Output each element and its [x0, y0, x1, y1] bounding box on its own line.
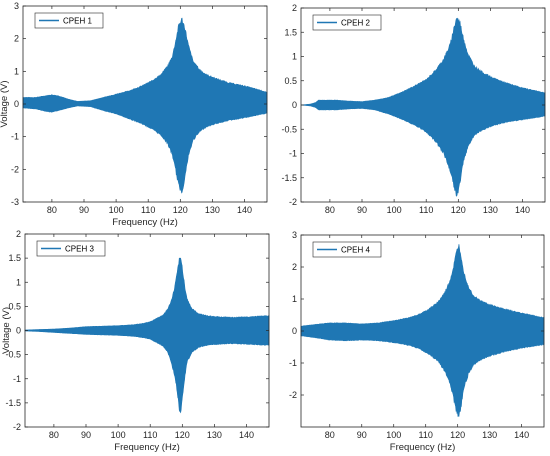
- x-tick-label: 100: [111, 430, 126, 440]
- legend-box: [312, 241, 382, 258]
- y-tick-label: 2: [14, 34, 19, 44]
- y-tick-label: 0: [16, 326, 21, 336]
- y-tick-label: -1.5: [281, 173, 297, 183]
- x-tick-label: 100: [387, 205, 402, 215]
- y-tick-label: -2: [11, 164, 19, 174]
- legend-label: CPEH 4: [341, 246, 370, 255]
- x-tick-label: 110: [419, 205, 433, 215]
- y-tick-label: 2: [16, 229, 21, 239]
- x-tick-label: 90: [81, 430, 91, 440]
- y-tick-label: -0.5: [5, 350, 21, 360]
- legend-box: [312, 14, 382, 31]
- x-tick-label: 110: [143, 430, 157, 440]
- x-axis-label: Frequency (Hz): [112, 217, 177, 228]
- y-tick-label: 0.5: [8, 301, 21, 311]
- x-tick-label: 130: [207, 430, 222, 440]
- y-tick-label: -3: [11, 197, 19, 207]
- x-tick-label: 120: [173, 205, 188, 215]
- y-tick-label: -1.5: [5, 398, 21, 408]
- y-tick-label: -2: [289, 197, 297, 207]
- x-tick-label: 110: [419, 430, 433, 440]
- x-tick-label: 120: [450, 430, 465, 440]
- y-tick-label: 1: [14, 66, 19, 76]
- x-tick-label: 80: [325, 205, 335, 215]
- x-tick-label: 130: [483, 205, 498, 215]
- chart-panel-2: 80 90 100 110 120 130 140 -2 -1.5 -1 -0.5 0 0.5 1 1.5 2…: [281, 3, 546, 215]
- y-tick-label: 2: [292, 262, 297, 272]
- y-tick-label: 0: [14, 99, 19, 109]
- legend-box: [34, 12, 104, 29]
- y-axis-label: Voltage (V): [0, 81, 10, 128]
- x-tick-label: 140: [514, 430, 529, 440]
- y-tick-label: -0.5: [281, 124, 297, 134]
- y-tick-label: 0.5: [284, 76, 297, 86]
- legend-label: CPEH 3: [65, 245, 94, 254]
- y-tick-label: -2: [13, 422, 21, 432]
- x-tick-label: 140: [237, 205, 252, 215]
- x-tick-label: 100: [386, 430, 401, 440]
- x-axis-label: Frequency (Hz): [114, 442, 179, 453]
- x-tick-label: 120: [451, 205, 466, 215]
- x-tick-label: 120: [175, 430, 190, 440]
- y-tick-label: 1: [292, 52, 297, 62]
- y-tick-label: 1.5: [8, 253, 21, 263]
- x-tick-label: 130: [482, 430, 497, 440]
- y-tick-label: 3: [292, 230, 297, 240]
- y-tick-label: 1.5: [284, 27, 297, 37]
- y-tick-label: 0: [292, 100, 297, 110]
- chart-panel-4: 80 90 100 110 120 130 140 -2 -1 0 1 2 3 Frequency (Hz…: [289, 230, 545, 453]
- legend-label: CPEH 2: [341, 19, 370, 28]
- x-tick-label: 140: [515, 205, 530, 215]
- x-tick-label: 100: [109, 205, 124, 215]
- x-tick-label: 90: [79, 205, 89, 215]
- x-axis-label: Frequency (Hz): [390, 442, 455, 453]
- y-tick-label: -2: [289, 390, 297, 400]
- x-tick-label: 90: [357, 430, 367, 440]
- y-tick-label: -1: [289, 358, 297, 368]
- legend-label: CPEH 1: [63, 17, 92, 26]
- legend: CPEH 1: [34, 12, 104, 29]
- legend: CPEH 2: [312, 14, 382, 31]
- x-tick-label: 140: [239, 430, 254, 440]
- y-tick-label: -1: [289, 149, 297, 159]
- y-tick-label: 0: [292, 326, 297, 336]
- chart-panel-1: 80 90 100 110 120 130 140 -3 -2 -1 0 1 2 3 Frequency (…: [0, 1, 268, 228]
- y-tick-label: -1: [13, 374, 21, 384]
- x-tick-label: 130: [205, 205, 220, 215]
- y-axis-label: Voltage (V): [1, 307, 12, 354]
- legend-box: [36, 240, 106, 257]
- y-tick-label: 3: [14, 1, 19, 11]
- legend: CPEH 3: [36, 240, 106, 257]
- y-tick-label: 1: [292, 294, 297, 304]
- x-tick-label: 90: [357, 205, 367, 215]
- x-tick-label: 80: [47, 205, 57, 215]
- x-tick-label: 80: [49, 430, 59, 440]
- y-tick-label: 2: [292, 3, 297, 13]
- legend: CPEH 4: [312, 241, 382, 258]
- chart-panel-3: 80 90 100 110 120 130 140 -2 -1.5 -1 -0.5 0 0.5 1 1.5 2…: [1, 229, 270, 453]
- y-tick-label: 1: [16, 277, 21, 287]
- x-tick-label: 80: [325, 430, 335, 440]
- y-tick-label: -1: [11, 132, 19, 142]
- x-tick-label: 110: [141, 205, 155, 215]
